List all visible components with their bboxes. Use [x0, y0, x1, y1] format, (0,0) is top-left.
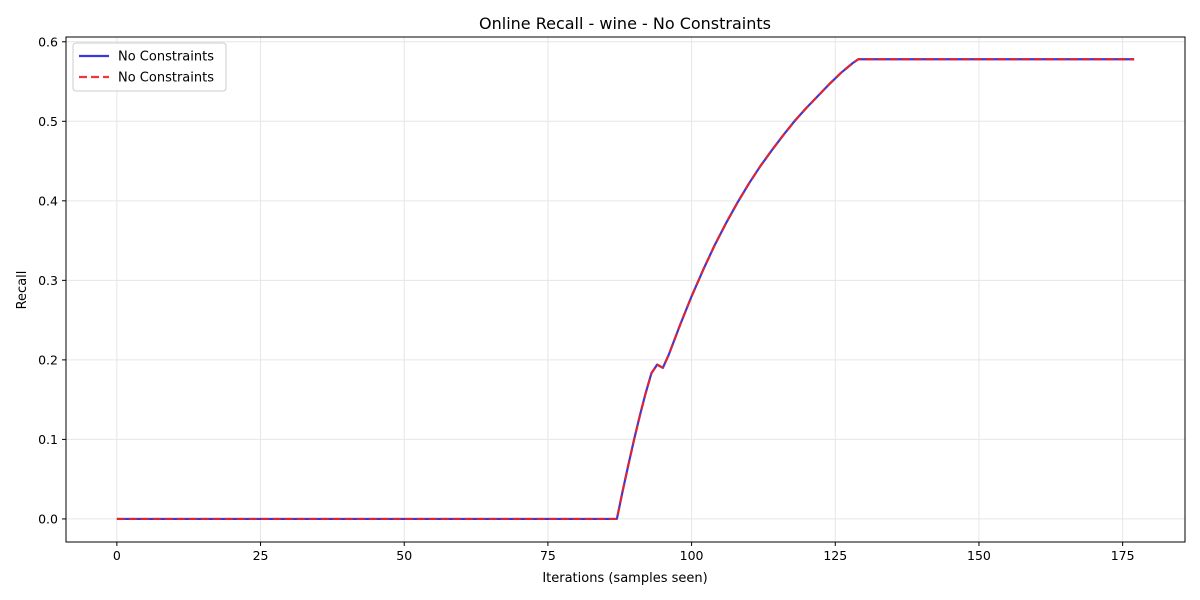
- x-axis-label: Iterations (samples seen): [542, 571, 707, 586]
- x-tick-label: 75: [540, 548, 556, 563]
- x-tick-label: 25: [253, 548, 269, 563]
- y-axis: 0.0 0.1 0.2 0.3 0.4 0.5 0.6: [38, 34, 66, 526]
- series-layer: [116, 58, 1135, 521]
- x-tick-label: 50: [396, 548, 412, 563]
- x-tick-label: 100: [680, 548, 704, 563]
- x-axis: 0 25 50 75 100 125 150 175: [113, 542, 1135, 563]
- legend-box: [72, 42, 227, 92]
- y-tick-label: 0.4: [38, 193, 58, 208]
- plot-frame: [65, 36, 1186, 543]
- grid: [66, 37, 1185, 542]
- y-tick-label: 0.5: [38, 114, 58, 129]
- y-tick-label: 0.1: [38, 432, 58, 447]
- y-tick-label: 0.2: [38, 352, 58, 367]
- x-tick-label: 0: [113, 548, 121, 563]
- x-tick-label: 125: [823, 548, 847, 563]
- x-tick-label: 175: [1111, 548, 1135, 563]
- y-tick-label: 0.0: [38, 511, 58, 526]
- y-axis-label: Recall: [15, 271, 30, 310]
- x-tick-label: 150: [967, 548, 991, 563]
- y-tick-label: 0.6: [38, 34, 58, 49]
- legend-label: No Constraints: [118, 71, 214, 86]
- chart-title: Online Recall - wine - No Constraints: [479, 14, 771, 33]
- series-line-red-dashed: [116, 58, 1135, 521]
- legend: No Constraints No Constraints: [72, 42, 227, 92]
- y-tick-label: 0.3: [38, 273, 58, 288]
- legend-label: No Constraints: [118, 50, 214, 65]
- series-line-blue-solid: [116, 58, 1135, 521]
